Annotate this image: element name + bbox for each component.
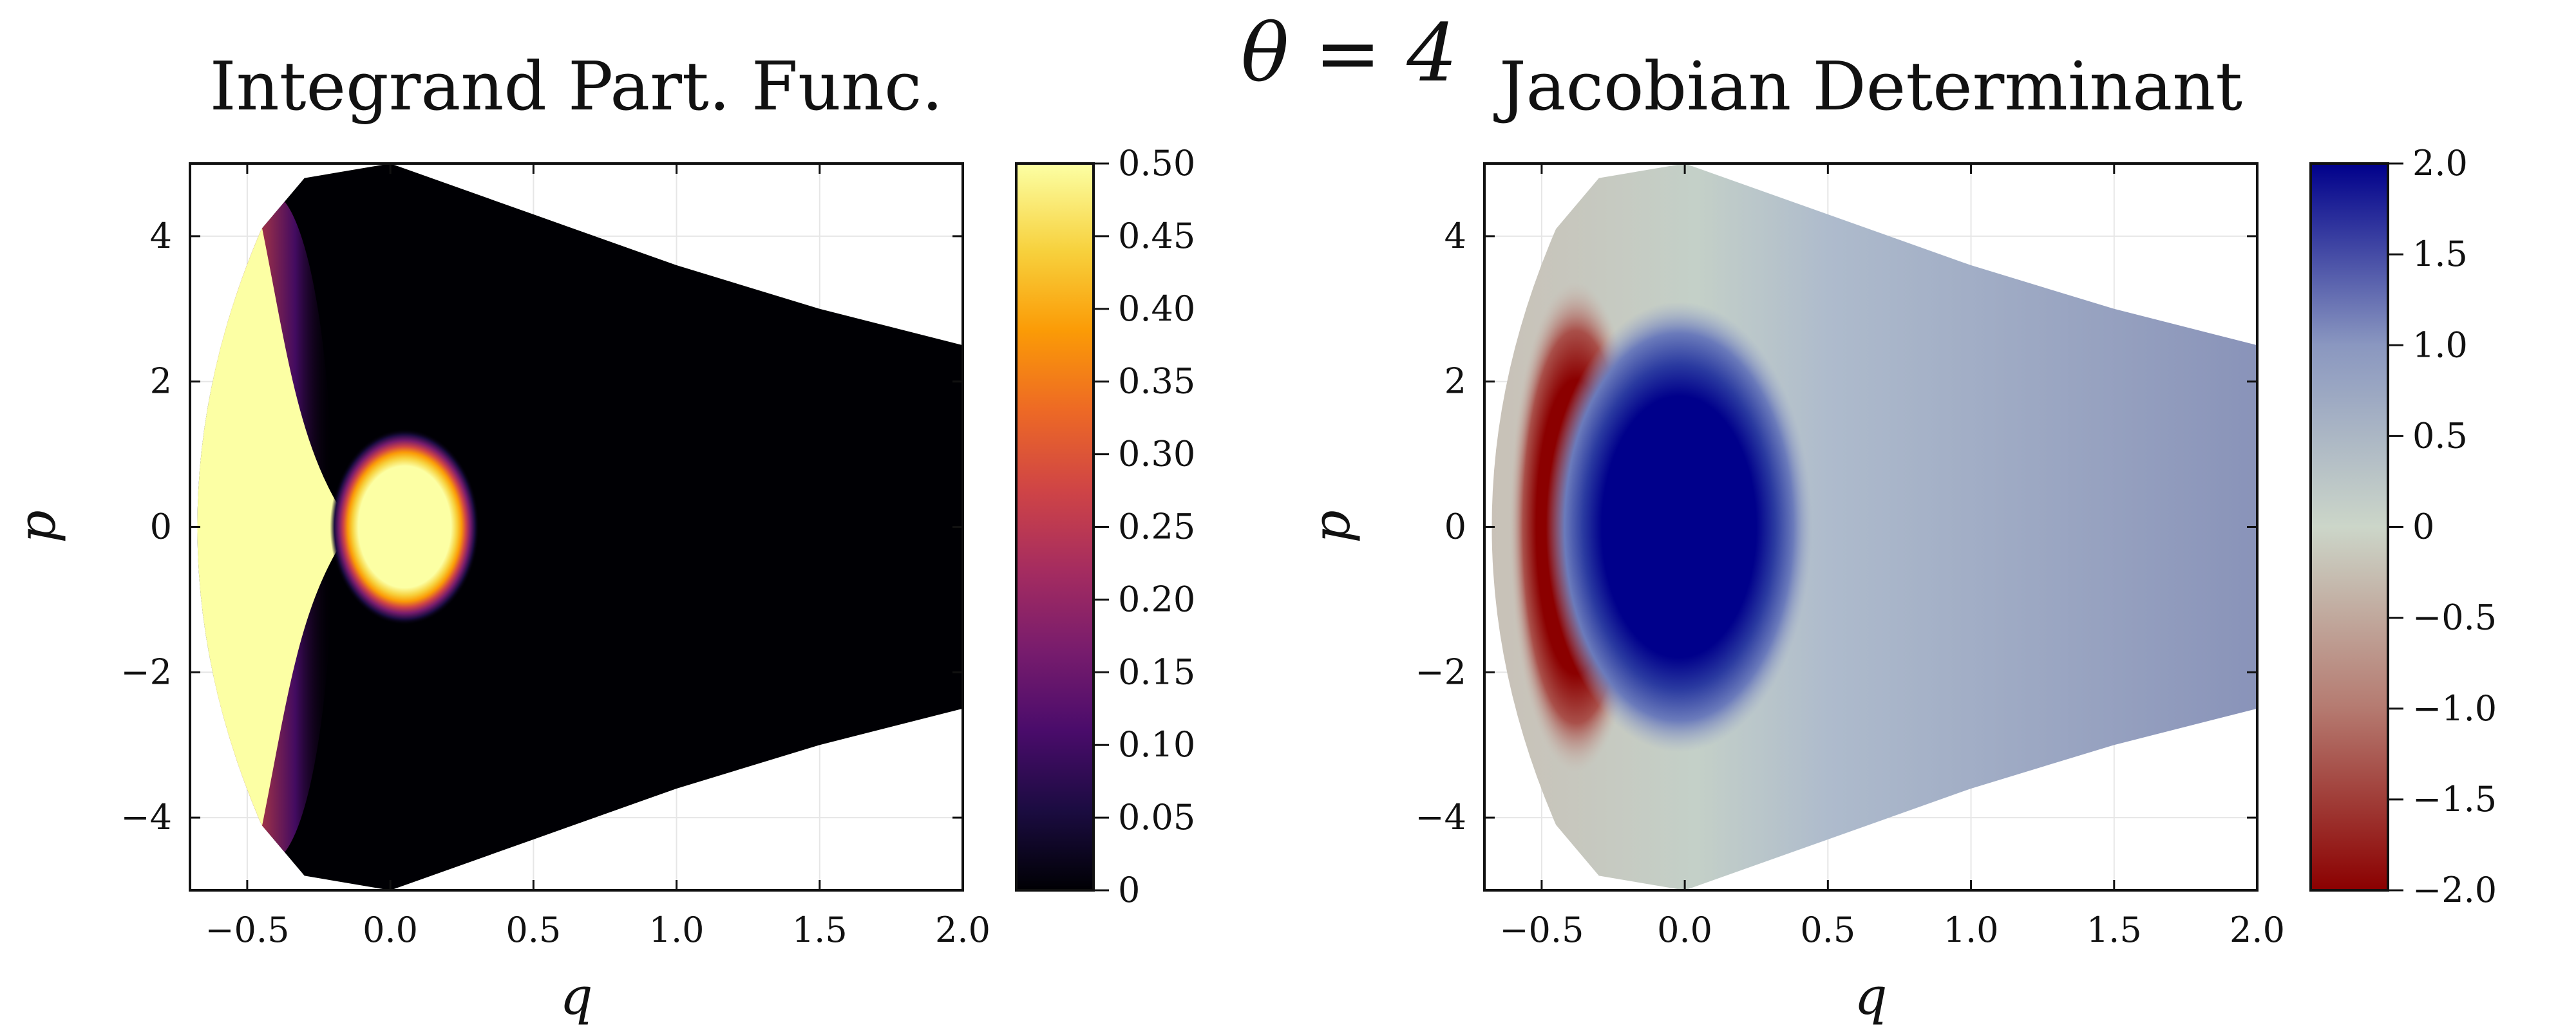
y-tick-label: −2 — [120, 651, 172, 692]
y-tick-label: 2 — [1444, 361, 1466, 402]
panel-jacobian: Jacobian Determinant −0.5 0.0 0.5 1.0 1.5 2.0… — [1302, 47, 2497, 1026]
colorbar-tick-label: 0.40 — [1118, 288, 1195, 329]
colorbar-tick-label: −0.5 — [2412, 597, 2497, 638]
chart-title: Integrand Part. Func. — [210, 47, 943, 126]
colorbar-ticks: 2.0 1.5 1.0 0.5 0 −0.5 −1.0 −1.5 −2.0 — [2388, 143, 2497, 910]
colorbar-tick-label: 0.35 — [1118, 361, 1195, 402]
y-tick-label: −4 — [1415, 797, 1466, 838]
colorbar: 2.0 1.5 1.0 0.5 0 −0.5 −1.0 −1.5 −2.0 — [2309, 143, 2497, 910]
colorbar-tick-label: 0.25 — [1118, 507, 1195, 547]
x-tick-label: 0.5 — [1800, 910, 1855, 950]
colorbar-ticks: 0.50 0.45 0.40 0.35 0.30 0.25 0.20 0.15 0.10 0.05… — [1094, 143, 1195, 910]
central-blob — [330, 429, 480, 625]
colorbar-tick-label: 0.05 — [1118, 797, 1195, 838]
heatmap-field — [197, 164, 963, 890]
x-tick-label: 2.0 — [935, 910, 990, 950]
y-tick-label: 0 — [150, 507, 172, 547]
colorbar-tick-label: 2.0 — [2412, 143, 2468, 183]
x-tick-label: 2.0 — [2230, 910, 2285, 950]
y-tick-label: −2 — [1415, 651, 1466, 692]
x-axis-label: q — [1854, 966, 1887, 1026]
y-tick-label: 0 — [1444, 507, 1466, 547]
x-tick-label: −0.5 — [1499, 910, 1584, 950]
colorbar-tick-label: −1.0 — [2412, 688, 2497, 729]
colorbar-tick-label: 0 — [1118, 870, 1140, 910]
y-ticks: 4 2 0 −2 −4 — [120, 216, 963, 838]
colorbar-tick-label: 0.20 — [1118, 579, 1195, 619]
colorbar-tick-label: 0 — [2412, 507, 2434, 547]
x-tick-label: 1.0 — [649, 910, 705, 950]
colorbar: 0.50 0.45 0.40 0.35 0.30 0.25 0.20 0.15 0.10 0.05… — [1015, 143, 1195, 910]
x-axis-label: q — [560, 966, 592, 1026]
x-tick-label: 0.0 — [1657, 910, 1712, 950]
colorbar-tick-label: 0.50 — [1118, 143, 1195, 183]
colorbar-tick-label: 1.0 — [2412, 324, 2468, 365]
x-tick-label: 0.0 — [363, 910, 418, 950]
x-tick-label: 1.5 — [792, 910, 848, 950]
colorbar-tick-label: 1.5 — [2412, 234, 2468, 274]
colorbar-tick-label: 0.10 — [1118, 724, 1195, 765]
y-tick-label: 4 — [1444, 216, 1466, 256]
colorbar-tick-label: 0.15 — [1118, 651, 1195, 692]
colorbar-gradient — [2311, 164, 2388, 890]
colorbar-tick-label: 0.5 — [2412, 415, 2468, 456]
colorbar-tick-label: −1.5 — [2412, 779, 2497, 819]
figure-suptitle: θ = 4 — [1241, 7, 1457, 100]
x-ticks: −0.5 0.0 0.5 1.0 1.5 2.0 — [205, 164, 990, 950]
x-tick-label: 1.5 — [2087, 910, 2142, 950]
colorbar-gradient — [1016, 164, 1094, 890]
positive-region — [1546, 301, 1812, 753]
y-tick-label: 2 — [150, 361, 172, 402]
colorbar-tick-label: 0.30 — [1118, 434, 1195, 474]
panel-integrand: Integrand Part. Func. −0.5 0.0 0.5 1.0 1.5 2.… — [7, 47, 1195, 1026]
y-axis-label: p — [1302, 510, 1361, 543]
colorbar-tick-label: −2.0 — [2412, 870, 2497, 910]
x-tick-label: 1.0 — [1944, 910, 1999, 950]
x-tick-label: 0.5 — [506, 910, 561, 950]
x-tick-label: −0.5 — [205, 910, 289, 950]
heatmap-field — [1492, 164, 2257, 890]
y-ticks: 4 2 0 −2 −4 — [1415, 216, 2257, 838]
x-ticks: −0.5 0.0 0.5 1.0 1.5 2.0 — [1499, 164, 2285, 950]
y-tick-label: −4 — [120, 797, 172, 838]
colorbar-tick-label: 0.45 — [1118, 216, 1195, 256]
saturated-left-region — [197, 164, 353, 890]
y-axis-label: p — [7, 510, 67, 543]
y-tick-label: 4 — [150, 216, 172, 256]
chart-title: Jacobian Determinant — [1493, 47, 2242, 126]
